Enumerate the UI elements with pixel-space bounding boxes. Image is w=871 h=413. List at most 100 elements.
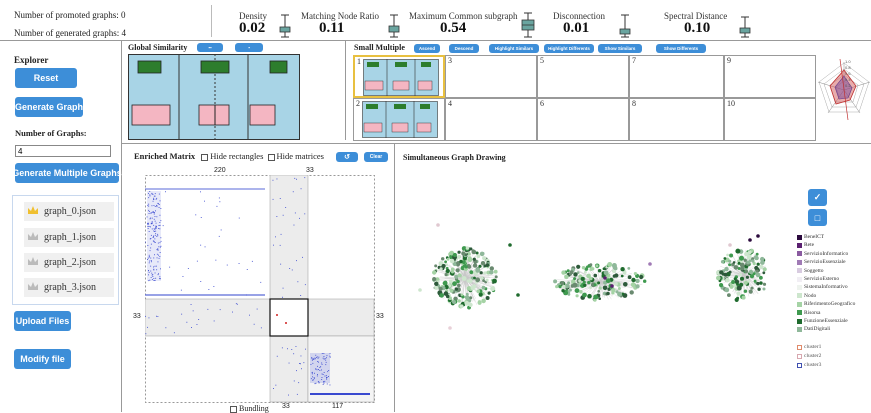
highlight-differents-button[interactable]: Highlight Differents <box>544 44 594 53</box>
graph-node[interactable] <box>439 287 443 291</box>
legend-item[interactable]: DatiDigitali <box>797 326 830 332</box>
graph-node[interactable] <box>434 286 438 290</box>
graph-node[interactable] <box>744 259 747 262</box>
graph-node[interactable] <box>452 281 457 286</box>
graph-node[interactable] <box>559 285 562 288</box>
show-similars-button[interactable]: Show Similars <box>598 44 642 53</box>
graph-node[interactable] <box>742 296 746 300</box>
graph-node[interactable] <box>746 276 749 279</box>
graph-node[interactable] <box>719 270 723 274</box>
generate-graph-button[interactable]: Generate Graph <box>15 97 83 117</box>
graph-node[interactable] <box>456 268 460 272</box>
graph-node[interactable] <box>449 289 453 293</box>
graph-node[interactable] <box>623 282 628 287</box>
graph-node[interactable] <box>490 266 494 270</box>
graph-node[interactable] <box>561 270 565 274</box>
small-multiple-cell-2[interactable]: 2 <box>353 98 445 141</box>
graph-node[interactable] <box>476 254 480 258</box>
graph-node[interactable] <box>728 243 732 247</box>
cluster-item[interactable]: cluster3 <box>797 362 821 368</box>
small-multiple-cell-8[interactable]: 8 <box>629 98 724 141</box>
graph-node[interactable] <box>627 267 630 270</box>
graph-node[interactable] <box>561 289 564 292</box>
graph-node[interactable] <box>469 303 473 307</box>
graph-node[interactable] <box>763 267 767 271</box>
reset-button[interactable]: Reset <box>15 68 77 88</box>
legend-item[interactable]: SistemaInformativo <box>797 284 848 290</box>
graph-node[interactable] <box>739 273 742 276</box>
graph-node[interactable] <box>484 265 487 268</box>
graph-node[interactable] <box>734 265 739 270</box>
graph-node[interactable] <box>564 275 569 280</box>
graph-node[interactable] <box>471 286 475 290</box>
graph-node[interactable] <box>628 275 632 279</box>
graph-node[interactable] <box>729 285 733 289</box>
graph-node[interactable] <box>442 264 446 268</box>
legend-item[interactable]: ServizioEsterno <box>797 276 839 282</box>
graph-node[interactable] <box>749 290 753 294</box>
graph-drawing-canvas[interactable] <box>400 200 795 350</box>
graph-node[interactable] <box>508 243 512 247</box>
graph-node[interactable] <box>630 290 634 294</box>
graph-node[interactable] <box>607 288 610 291</box>
graph-node[interactable] <box>458 273 462 277</box>
graph-node[interactable] <box>489 270 494 275</box>
graph-node[interactable] <box>466 293 469 296</box>
graph-node[interactable] <box>756 234 760 238</box>
graph-node[interactable] <box>724 273 728 277</box>
graph-node[interactable] <box>759 281 762 284</box>
small-multiple-cell-3[interactable]: 3 <box>445 55 537 98</box>
upload-files-button[interactable]: Upload Files <box>14 311 71 331</box>
graph-node[interactable] <box>597 281 600 284</box>
graph-node[interactable] <box>434 282 438 286</box>
graph-node[interactable] <box>444 260 447 263</box>
graph-node[interactable] <box>631 282 636 287</box>
graph-node[interactable] <box>759 265 763 269</box>
graph-node[interactable] <box>607 262 612 267</box>
graph-node[interactable] <box>744 281 748 285</box>
small-multiple-cell-4[interactable]: 4 <box>445 98 537 141</box>
graph-node[interactable] <box>454 275 458 279</box>
graph-node[interactable] <box>576 265 580 269</box>
graph-node[interactable] <box>744 290 747 293</box>
graph-node[interactable] <box>724 267 728 271</box>
graph-node[interactable] <box>458 299 461 302</box>
graph-node[interactable] <box>617 292 622 297</box>
small-multiple-cell-10[interactable]: 10 <box>724 98 816 141</box>
graph-node[interactable] <box>610 284 614 288</box>
graph-node[interactable] <box>754 280 757 283</box>
graph-node[interactable] <box>443 281 448 286</box>
graph-node[interactable] <box>760 257 764 261</box>
graph-node[interactable] <box>434 264 437 267</box>
graph-node[interactable] <box>598 269 601 272</box>
graph-node[interactable] <box>480 271 483 274</box>
graph-node[interactable] <box>482 286 486 290</box>
graph-node[interactable] <box>612 270 615 273</box>
graph-node[interactable] <box>475 277 480 282</box>
file-item-graph-3[interactable]: graph_3.json <box>24 278 114 297</box>
graph-node[interactable] <box>472 250 477 255</box>
graph-node[interactable] <box>757 263 760 266</box>
graph-node[interactable] <box>737 286 742 291</box>
graph-node[interactable] <box>440 267 443 270</box>
graph-node[interactable] <box>756 270 759 273</box>
graph-node[interactable] <box>562 285 565 288</box>
graph-node[interactable] <box>611 288 615 292</box>
graph-node[interactable] <box>478 300 481 303</box>
graph-node[interactable] <box>734 277 737 280</box>
graph-node[interactable] <box>583 281 586 284</box>
graph-node[interactable] <box>719 283 723 287</box>
graph-node[interactable] <box>461 251 465 255</box>
graph-node[interactable] <box>603 286 608 291</box>
graph-node[interactable] <box>756 253 759 256</box>
graph-node[interactable] <box>436 223 440 227</box>
graph-node[interactable] <box>746 261 750 265</box>
graph-node[interactable] <box>594 274 598 278</box>
graph-node[interactable] <box>621 275 624 278</box>
graph-node[interactable] <box>586 274 591 279</box>
graph-node[interactable] <box>737 292 741 296</box>
graph-node[interactable] <box>648 262 652 266</box>
graph-node[interactable] <box>495 275 498 278</box>
graph-node[interactable] <box>473 277 476 280</box>
ascend-button[interactable]: Ascend <box>414 44 440 53</box>
